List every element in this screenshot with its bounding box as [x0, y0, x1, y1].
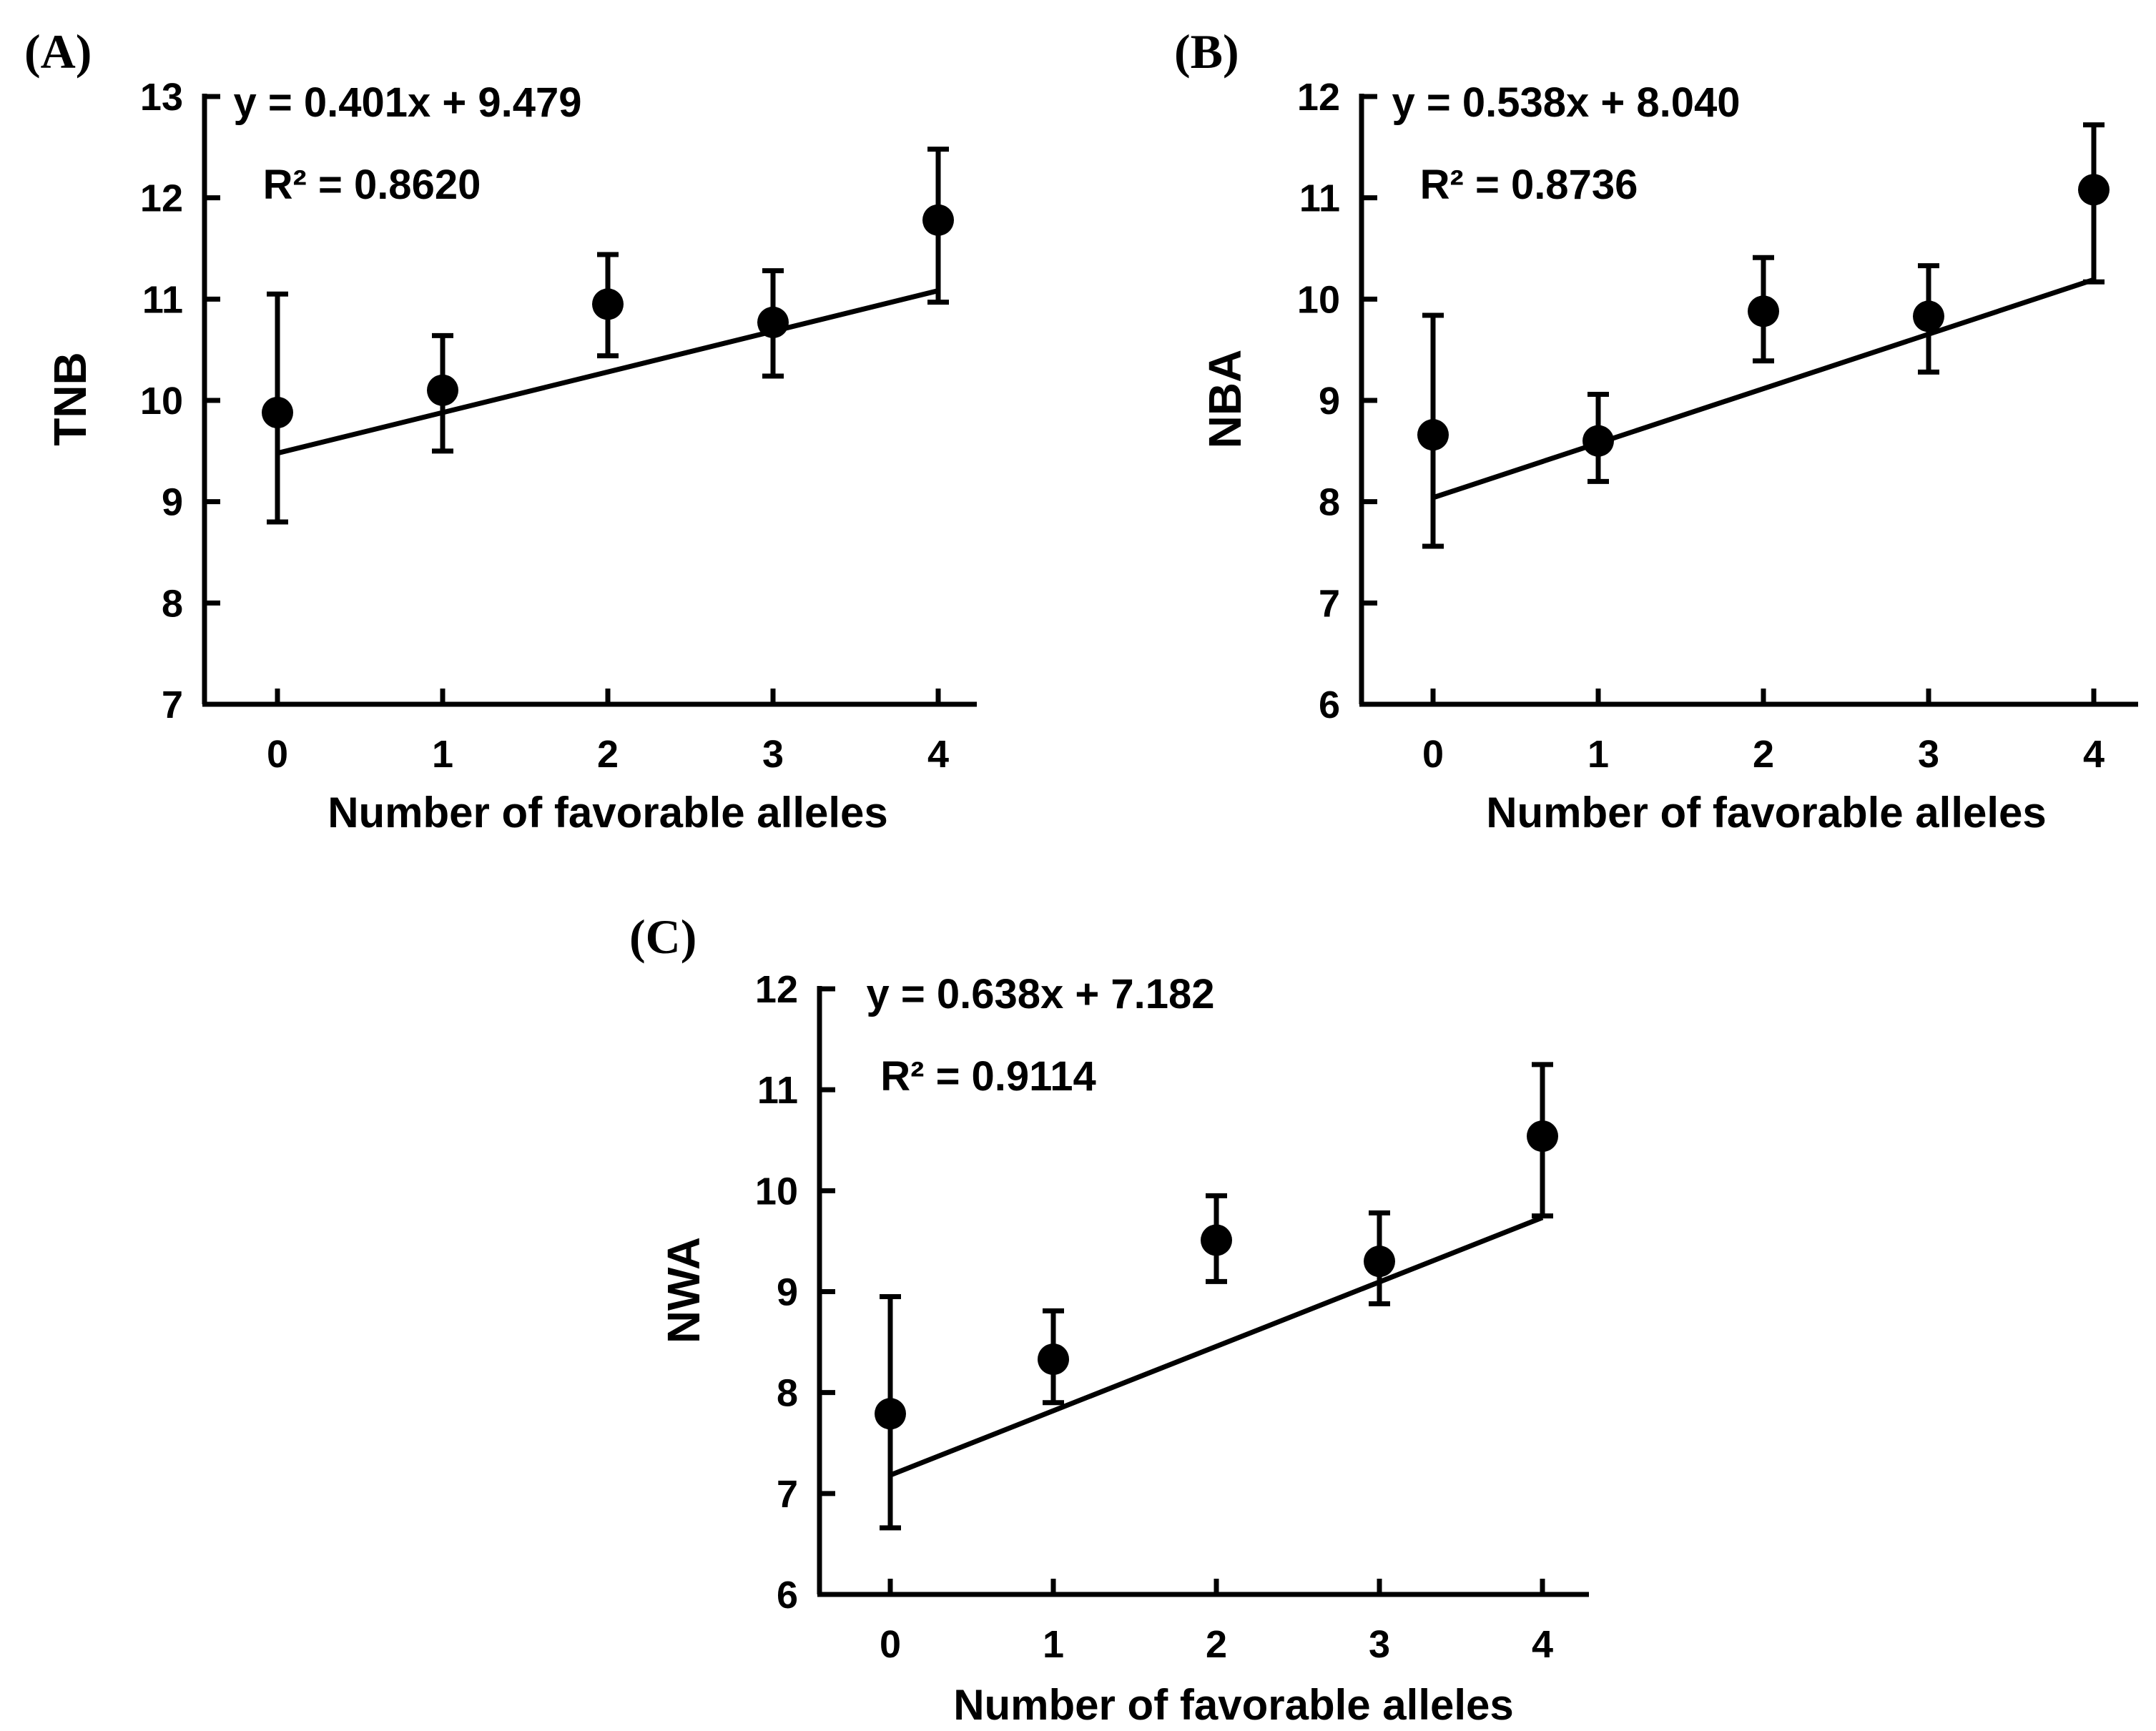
data-point — [875, 1398, 906, 1430]
x-tick-label: 4 — [927, 733, 949, 776]
y-tick-label: 12 — [140, 177, 183, 220]
x-tick-label: 4 — [2083, 733, 2105, 776]
regression-equation: y = 0.538x + 8.040 — [1392, 79, 1741, 126]
y-tick-label: 6 — [777, 1574, 798, 1617]
regression-line — [1432, 277, 2095, 500]
x-tick-label: 1 — [1043, 1623, 1064, 1666]
regression-equation: y = 0.401x + 9.479 — [234, 79, 582, 126]
r-squared: R² = 0.8620 — [263, 162, 481, 208]
r-squared: R² = 0.8736 — [1420, 162, 1638, 208]
x-tick-label: 3 — [1918, 733, 1939, 776]
y-tick-label: 11 — [757, 1069, 798, 1112]
data-point — [592, 288, 624, 320]
y-tick-label: 12 — [1297, 76, 1340, 119]
y-tick-label: 10 — [1297, 278, 1340, 321]
y-tick-label: 7 — [162, 684, 183, 726]
data-point — [1527, 1120, 1558, 1153]
data-point — [1038, 1343, 1069, 1376]
x-axis-label: Number of favorable alleles — [1486, 789, 2047, 837]
x-tick-label: 1 — [432, 733, 453, 776]
data-point — [1417, 419, 1449, 451]
x-tick-label: 0 — [880, 1623, 901, 1666]
x-axis-label: Number of favorable alleles — [953, 1681, 1514, 1729]
y-axis-label: NBA — [1199, 350, 1251, 449]
data-point — [1748, 295, 1779, 327]
y-tick-label: 7 — [777, 1473, 798, 1516]
data-point — [1201, 1224, 1232, 1256]
y-tick-label: 8 — [1319, 481, 1340, 524]
x-tick-label: 4 — [1532, 1623, 1553, 1666]
y-axis-label: TNB — [44, 352, 96, 446]
y-tick-label: 6 — [1319, 684, 1340, 726]
panel-label: (C) — [629, 909, 696, 964]
data-point — [427, 374, 458, 406]
data-point — [1913, 300, 1944, 332]
y-tick-label: 11 — [142, 278, 183, 321]
regression-line — [277, 288, 939, 456]
panel-label: (A) — [24, 24, 92, 79]
x-tick-label: 0 — [1422, 733, 1444, 776]
panel-label: (B) — [1174, 24, 1239, 79]
x-tick-label: 2 — [1753, 733, 1774, 776]
y-tick-label: 8 — [162, 582, 183, 625]
x-tick-label: 2 — [1206, 1623, 1227, 1666]
x-tick-label: 3 — [1369, 1623, 1390, 1666]
x-tick-label: 2 — [597, 733, 619, 776]
x-tick-label: 1 — [1588, 733, 1609, 776]
x-axis-label: Number of favorable alleles — [328, 789, 888, 837]
y-axis-label: NWA — [658, 1237, 709, 1343]
x-tick-label: 3 — [762, 733, 784, 776]
y-tick-label: 7 — [1319, 582, 1340, 625]
data-point — [2078, 174, 2110, 206]
data-point — [1582, 425, 1614, 457]
data-point — [922, 204, 954, 236]
y-tick-label: 10 — [755, 1170, 798, 1213]
x-tick-label: 0 — [267, 733, 288, 776]
y-tick-label: 9 — [1319, 380, 1340, 423]
data-point — [1364, 1246, 1395, 1278]
data-point — [757, 306, 789, 338]
y-tick-label: 9 — [777, 1271, 798, 1314]
y-tick-label: 12 — [755, 968, 798, 1011]
y-tick-label: 9 — [162, 481, 183, 524]
y-tick-label: 10 — [140, 380, 183, 423]
data-point — [262, 397, 293, 428]
y-tick-label: 11 — [1299, 177, 1340, 220]
regression-equation: y = 0.638x + 7.182 — [867, 971, 1215, 1017]
y-tick-label: 8 — [777, 1372, 798, 1415]
r-squared: R² = 0.9114 — [880, 1053, 1096, 1100]
y-tick-label: 13 — [140, 76, 183, 119]
regression-line — [889, 1215, 1544, 1478]
